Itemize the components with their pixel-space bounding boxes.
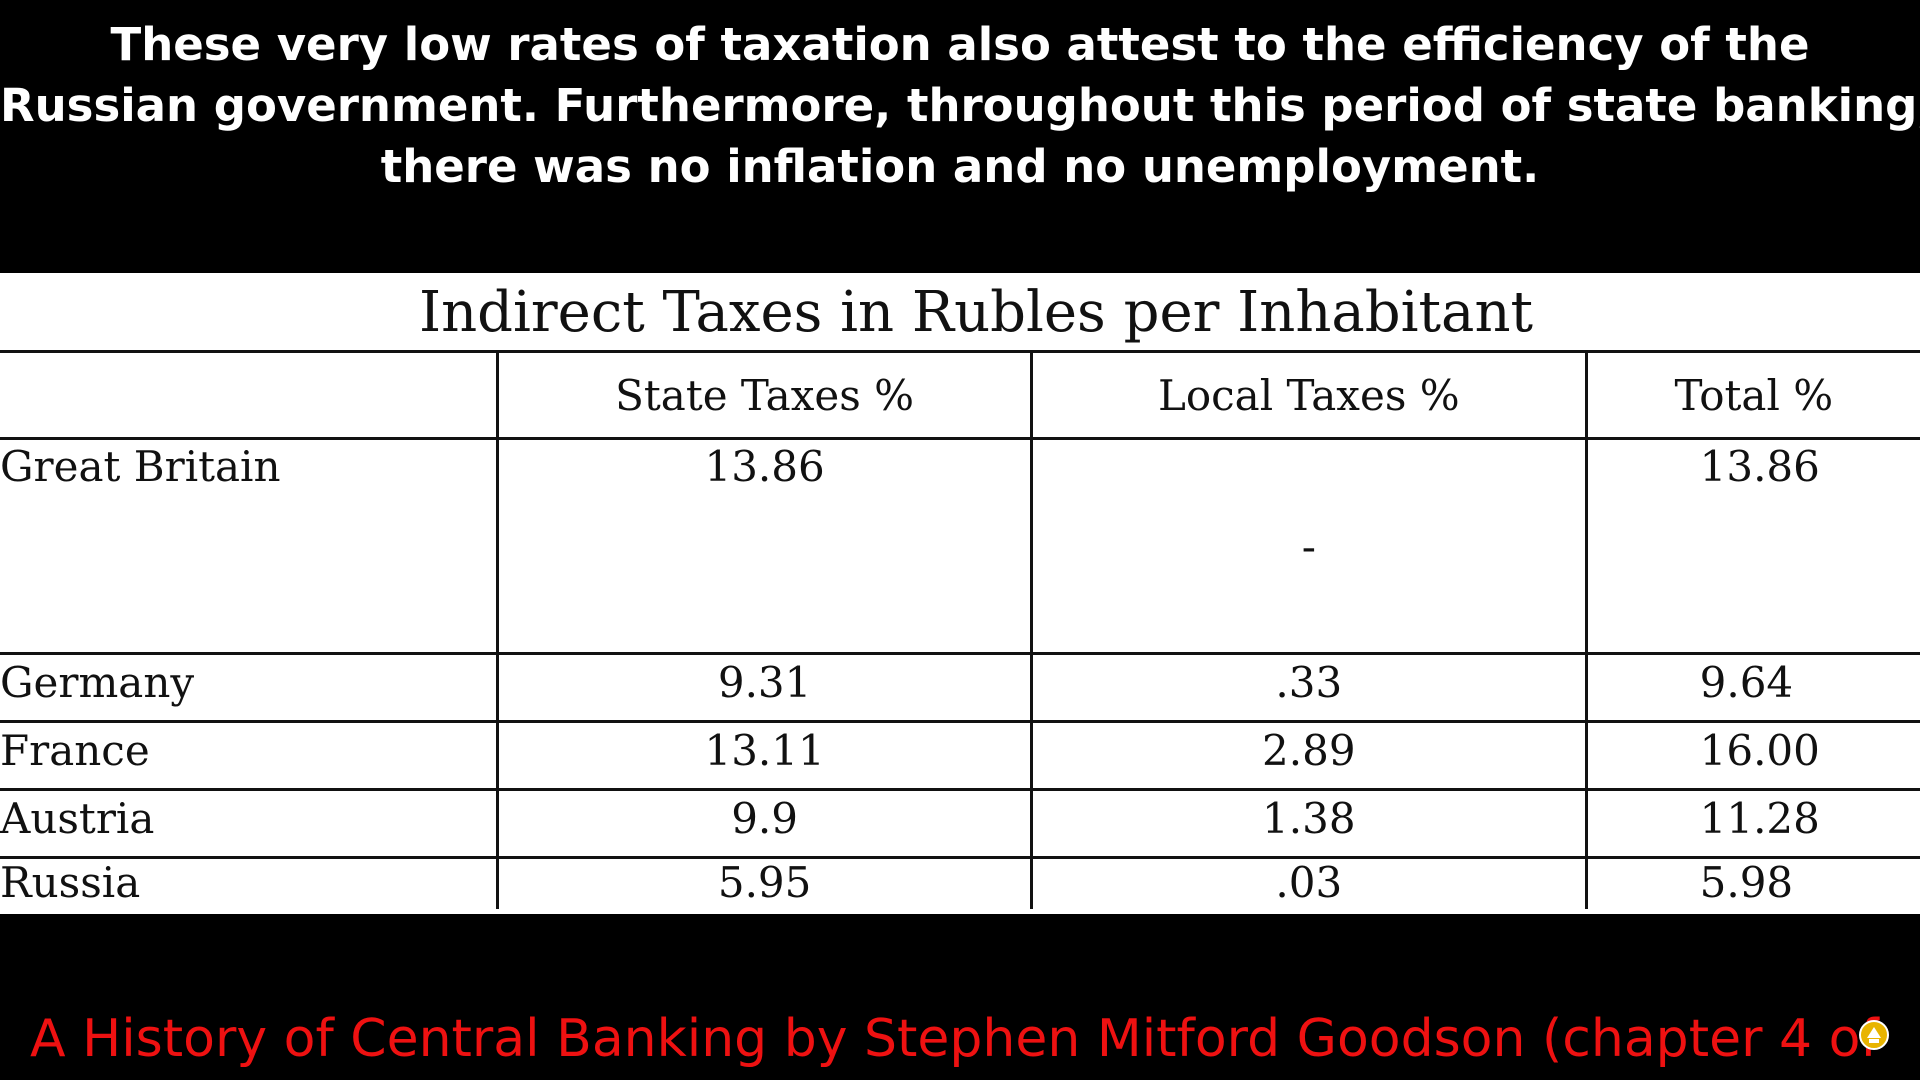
cell-state-taxes: 9.9 xyxy=(496,788,1033,859)
cell-local-taxes: 1.38 xyxy=(1029,788,1588,859)
video-title-footer: A History of Central Banking by Stephen … xyxy=(30,1009,1890,1069)
cell-country: France xyxy=(0,720,500,791)
indirect-taxes-table: State Taxes % Local Taxes % Total % Grea… xyxy=(0,350,1920,909)
table-row: Russia 5.95 .03 5.98 xyxy=(0,856,1920,909)
cell-state-taxes: 9.31 xyxy=(496,652,1033,723)
header-cell-local-taxes: Local Taxes % xyxy=(1029,350,1588,440)
table-row: France 13.11 2.89 16.00 xyxy=(0,720,1920,791)
channel-watermark-icon xyxy=(1859,1020,1889,1050)
cell-local-taxes: - xyxy=(1029,437,1588,655)
header-cell-state-taxes: State Taxes % xyxy=(496,350,1033,440)
cell-local-taxes: 2.89 xyxy=(1029,720,1588,791)
table-row: Germany 9.31 .33 9.64 xyxy=(0,652,1920,723)
table-title: Indirect Taxes in Rubles per Inhabitant xyxy=(418,280,1534,345)
cell-country: Germany xyxy=(0,652,500,723)
cell-country: Great Britain xyxy=(0,437,500,655)
cell-total: 5.98 xyxy=(1584,856,1920,909)
cell-local-taxes: .33 xyxy=(1029,652,1588,723)
subtitle-caption: These very low rates of taxation also at… xyxy=(0,14,1920,197)
document-excerpt: Indirect Taxes in Rubles per Inhabitant … xyxy=(0,273,1920,914)
cell-country: Russia xyxy=(0,856,500,909)
cell-total: 11.28 xyxy=(1584,788,1920,859)
caption-line-3: there was no inflation and no unemployme… xyxy=(380,140,1540,193)
cell-total: 16.00 xyxy=(1584,720,1920,791)
table-header-row: State Taxes % Local Taxes % Total % xyxy=(0,350,1920,440)
cell-state-taxes: 13.86 xyxy=(496,437,1033,655)
cell-country: Austria xyxy=(0,788,500,859)
cell-total: 9.64 xyxy=(1584,652,1920,723)
header-cell-total: Total % xyxy=(1584,350,1920,440)
cell-state-taxes: 5.95 xyxy=(496,856,1033,909)
cell-total: 13.86 xyxy=(1584,437,1920,655)
caption-line-2: Russian government. Furthermore, through… xyxy=(0,79,1920,132)
cell-state-taxes: 13.11 xyxy=(496,720,1033,791)
table-row: Great Britain 13.86 - 13.86 xyxy=(0,437,1920,655)
table-row: Austria 9.9 1.38 11.28 xyxy=(0,788,1920,859)
cell-local-taxes: .03 xyxy=(1029,856,1588,909)
header-cell-country xyxy=(0,350,500,440)
caption-line-1: These very low rates of taxation also at… xyxy=(110,18,1810,71)
